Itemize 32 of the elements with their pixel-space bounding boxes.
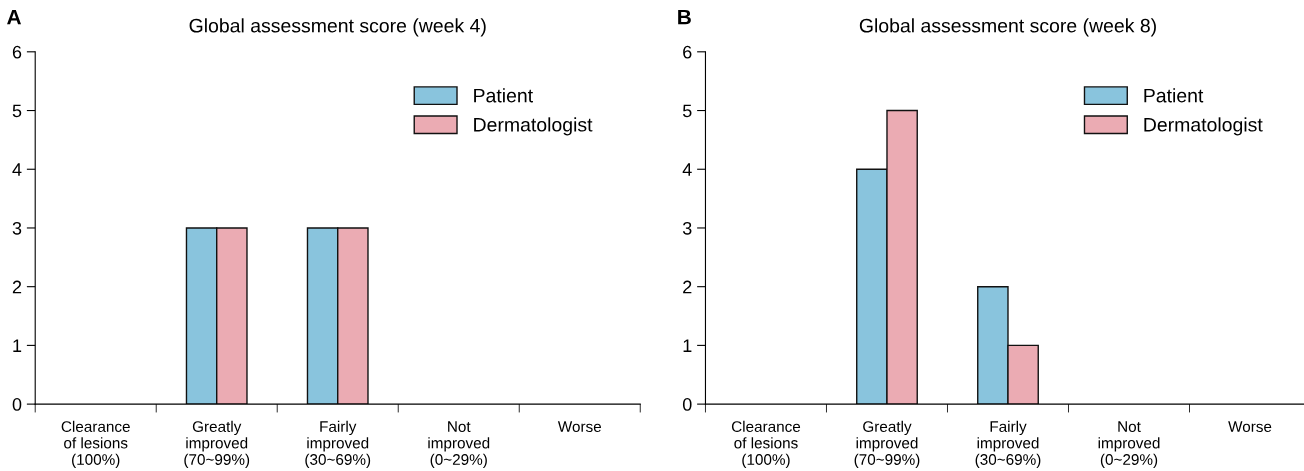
y-tick-label: 0 xyxy=(682,398,692,411)
y-tick-label: 6 xyxy=(683,45,692,59)
y-tick-label: 4 xyxy=(682,163,692,176)
y-tick-label: 3 xyxy=(682,221,692,235)
x-tick-label: Clearance of lesions (100%) xyxy=(731,420,801,468)
chart-title: Global assessment score (week 8) xyxy=(859,18,1156,37)
chart-title: Global assessment score (week 4) xyxy=(189,18,486,37)
y-tick-label: 4 xyxy=(12,163,22,176)
legend-label: Dermatologist xyxy=(474,117,593,136)
x-tick-label: Worse xyxy=(557,421,602,433)
y-tick-label: 3 xyxy=(12,221,22,235)
x-tick-label: Clearance of lesions (100%) xyxy=(61,420,130,468)
x-tick-label: Worse xyxy=(1228,421,1272,433)
x-tick-label: Fairly improved (30~69%) xyxy=(975,420,1041,468)
y-tick-label: 1 xyxy=(13,339,22,352)
text: B xyxy=(678,9,691,25)
x-tick-label: Not improved (0~29%) xyxy=(428,421,490,468)
y-tick-label: 5 xyxy=(12,104,22,118)
y-tick-label: 2 xyxy=(683,280,692,294)
x-tick-label: Greatly improved (70~99%) xyxy=(184,420,250,468)
y-tick-label: 2 xyxy=(12,280,22,294)
legend-label: Patient xyxy=(1144,88,1204,103)
legend-label: Dermatologist xyxy=(1144,117,1263,136)
legend-label: Patient xyxy=(474,88,533,103)
x-tick-label: Not improved (0~29%) xyxy=(1098,421,1160,468)
y-tick-label: 1 xyxy=(683,339,692,352)
y-tick-label: 6 xyxy=(12,45,22,59)
y-tick-label: 0 xyxy=(12,398,22,411)
x-tick-label: Greatly improved (70~99%) xyxy=(854,420,920,468)
text: A xyxy=(7,9,22,25)
y-tick-label: 5 xyxy=(682,104,692,118)
x-tick-label: Fairly improved (30~69%) xyxy=(305,420,371,468)
